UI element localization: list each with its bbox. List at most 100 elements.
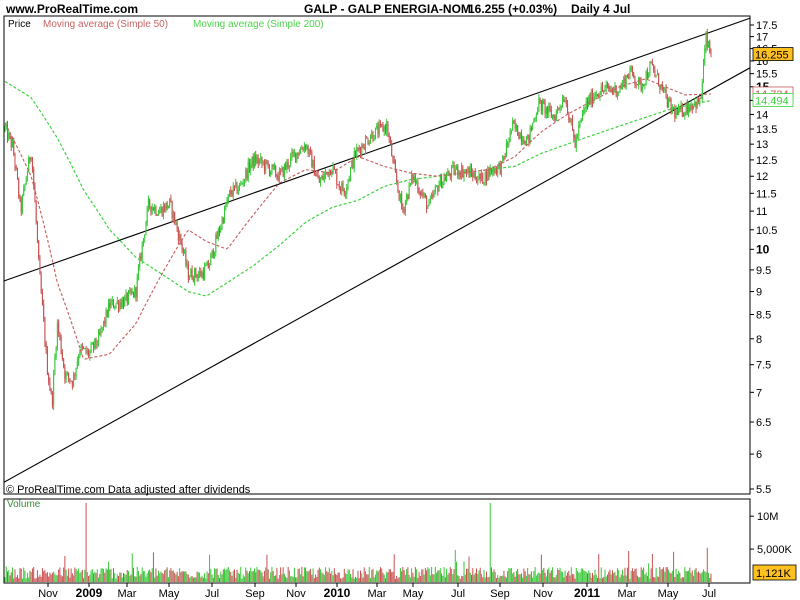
x-tick-label: May [403,588,424,600]
candle-up [369,137,371,143]
candle-down [663,87,665,90]
axis-tag-text: 16.255 [755,50,789,62]
candle-up [575,136,577,148]
candle-up [605,84,607,88]
candle-up [239,184,241,190]
candle-down [64,366,66,380]
candle-up [684,112,686,116]
candle-up [604,87,606,91]
candle-down [613,90,615,92]
period-label: Daily 4 Jul [571,2,631,16]
candle-up [621,82,623,89]
candle-down [120,302,122,308]
candle-down [563,99,565,102]
candle-down [335,169,337,173]
candle-up [127,291,129,303]
candle-down [495,168,497,174]
candle-up [260,157,262,161]
candle-down [624,77,626,87]
candle-down [236,182,238,194]
candle-down [155,206,157,215]
candle-down [523,139,525,144]
candle-down [292,152,294,153]
candle-up [555,111,557,121]
candle-up [348,178,350,181]
candle-down [392,156,394,159]
candle-down [387,123,389,136]
candle-up [323,174,325,180]
candle-down [539,98,541,101]
candle-up [478,173,480,181]
candle-down [33,168,35,186]
candle-down [311,152,313,168]
candle-up [427,205,429,209]
candle-down [185,251,187,265]
ma200-path [4,80,712,297]
candle-down [457,166,459,176]
candle-down [393,158,395,164]
candle-down [472,172,474,178]
y-tick-label: 5.5 [756,484,771,496]
y-tick-label: 17.5 [756,20,777,32]
y-tick-label: 14 [756,109,768,121]
candle-up [288,165,290,168]
candle-up [562,99,564,107]
candle-down [60,337,62,353]
candle-down [643,84,645,86]
candle-down [598,95,600,98]
channel-line-upper [4,17,750,282]
candle-down [379,123,381,125]
candle-up [306,146,308,149]
y-tick-label: 6.5 [756,417,771,429]
candle-up [189,277,191,280]
candle-up [141,243,143,260]
candle-down [46,350,48,375]
candle-down [471,167,473,173]
candle-down [340,188,342,192]
candle-up [655,75,657,76]
candle-up [89,351,91,357]
ma200-line [4,80,712,297]
candle-up [577,136,579,137]
candle-down [437,186,439,192]
candle-down [295,152,297,161]
candle-down [164,205,166,212]
candle-up [273,166,275,168]
candle-up [205,265,207,267]
candle-down [68,372,70,379]
candle-up [685,103,687,113]
candle-up [25,179,27,184]
candle-up [350,167,352,179]
candle-up [629,70,631,78]
candle-up [146,207,148,223]
candle-up [270,171,272,175]
candle-up [241,183,243,185]
candle-down [252,156,254,167]
candle-up [91,343,93,345]
candle-down [322,175,324,180]
y-tick-label: 10.5 [756,225,777,237]
candle-down [187,263,189,280]
candle-up [519,132,521,139]
candle-up [356,148,358,156]
candle-down [276,175,278,177]
candle-up [303,145,305,151]
candle-up [98,332,100,345]
y-tick-label: 8.5 [756,309,771,321]
candle-down [41,292,43,305]
candle-down [212,249,214,258]
candle-up [293,152,295,154]
candle-down [609,88,611,91]
candle-up [502,156,504,162]
candle-up [509,130,511,142]
site-name: www.ProRealTime.com [6,2,139,16]
candle-down [544,103,546,114]
candle-up [332,166,334,173]
candle-down [88,350,90,357]
candle-down [10,136,12,148]
candle-up [245,169,247,180]
candle-down [149,199,151,207]
candle-up [28,157,30,173]
candle-down [268,166,270,175]
